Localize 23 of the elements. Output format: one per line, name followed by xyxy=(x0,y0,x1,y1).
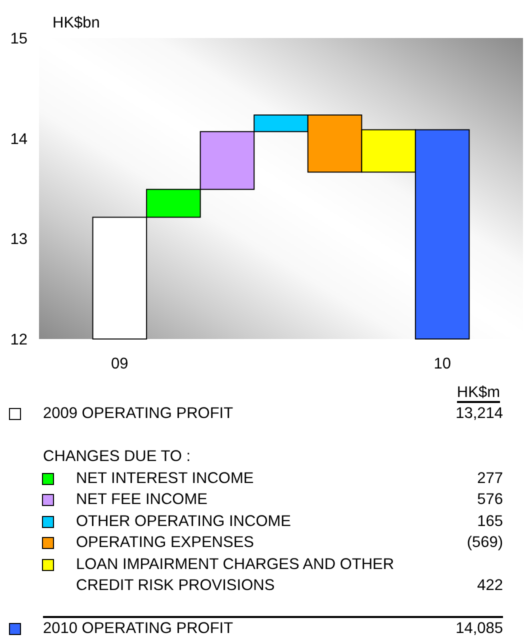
y-tick-label: 14 xyxy=(10,130,28,148)
y-axis-title: HK$bn xyxy=(52,14,100,32)
text: HK$m xyxy=(456,384,500,403)
text: CHANGES DUE TO : xyxy=(43,447,191,467)
text: 277 xyxy=(477,468,503,488)
legend-label: NET INTEREST INCOME xyxy=(76,468,254,488)
legend-label: 2010 OPERATING PROFIT xyxy=(43,618,234,638)
legend-label: 2009 OPERATING PROFIT xyxy=(43,404,234,424)
text: 576 xyxy=(477,490,503,510)
legend-label: NET FEE INCOME xyxy=(76,490,208,510)
legend-label: OPERATING EXPENSES xyxy=(76,533,254,553)
text: 422 xyxy=(477,576,503,596)
y-tick-label: 13 xyxy=(10,231,28,248)
legend-label: LOAN IMPAIRMENT CHARGES AND OTHER CREDIT RISK PROVISIONS xyxy=(76,554,396,596)
text: 165 xyxy=(477,512,503,532)
y-tick-label: 15 xyxy=(10,30,28,48)
text: (569) xyxy=(466,533,503,553)
x-tick-label: 10 xyxy=(434,356,452,372)
x-tick-label: 09 xyxy=(111,356,128,372)
legend-label: OTHER OPERATING INCOME xyxy=(76,512,292,532)
text: 13,214 xyxy=(456,404,503,424)
y-tick-label: 12 xyxy=(10,332,28,348)
text: 14,085 xyxy=(456,618,503,638)
